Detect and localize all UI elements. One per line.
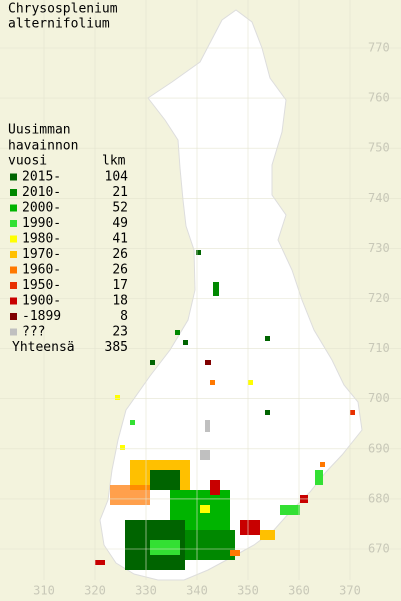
legend-label: 2015-	[22, 170, 61, 185]
legend-swatch	[10, 173, 17, 181]
finland-outline	[99, 9, 363, 581]
legend-count: 41	[112, 232, 128, 247]
y-coord-label: 760	[368, 91, 390, 105]
legend-label: 1950-	[22, 278, 61, 293]
legend-swatch	[10, 204, 17, 212]
y-coord-label: 720	[368, 291, 390, 305]
x-coord-label: 340	[186, 584, 208, 598]
x-coord-label: 360	[288, 584, 310, 598]
legend-count: 23	[112, 325, 128, 340]
y-coord-label: 690	[368, 441, 390, 455]
legend-count: 21	[112, 185, 128, 200]
x-coord-label: 320	[84, 584, 106, 598]
legend-label: ???	[22, 325, 45, 340]
legend-swatch	[10, 266, 17, 274]
legend-swatch	[10, 189, 17, 196]
legend-label: 1960-	[22, 263, 61, 278]
legend-count: 104	[105, 170, 129, 185]
y-coord-label: 700	[368, 391, 390, 405]
legend-swatch	[10, 235, 17, 243]
title-line: Chrysosplenium	[8, 2, 118, 17]
legend-header: Uusimman	[8, 123, 71, 138]
legend-col-year: vuosi	[8, 154, 47, 169]
legend-swatch	[10, 328, 17, 336]
y-coord-label: 730	[368, 241, 390, 255]
legend-swatch	[10, 282, 17, 289]
legend-count: 17	[112, 278, 128, 293]
y-coord-label: 770	[368, 41, 390, 55]
legend-count: 26	[112, 263, 128, 278]
x-coord-label: 370	[339, 584, 361, 598]
x-coord-label: 330	[135, 584, 157, 598]
legend-swatch	[10, 251, 17, 258]
x-coord-label: 310	[33, 584, 55, 598]
legend-total-label: Yhteensä	[12, 340, 75, 355]
legend-label: 2000-	[22, 201, 61, 216]
y-coord-label: 710	[368, 341, 390, 355]
legend-count: 52	[112, 201, 128, 216]
legend-total: 385	[105, 340, 128, 355]
legend-label: 1970-	[22, 247, 61, 262]
legend-count: 26	[112, 247, 128, 262]
legend-header: havainnon	[8, 139, 78, 154]
legend-label: 1980-	[22, 232, 61, 247]
legend-swatch	[10, 297, 17, 305]
legend-label: 1990-	[22, 216, 61, 231]
legend-label: 2010-	[22, 185, 61, 200]
legend-col-count: lkm	[102, 154, 126, 169]
legend-count: 18	[112, 294, 128, 309]
legend-count: 49	[112, 216, 128, 231]
y-coord-label: 750	[368, 141, 390, 155]
y-coord-label: 680	[368, 491, 390, 505]
legend-swatch	[10, 220, 17, 227]
y-coord-label: 740	[368, 191, 390, 205]
legend-swatch	[10, 313, 17, 320]
legend-count: 8	[120, 309, 128, 324]
y-coord-label: 670	[368, 542, 390, 556]
legend-label: -1899	[22, 309, 61, 324]
title-line: alternifolium	[8, 17, 110, 32]
x-coord-label: 350	[237, 584, 259, 598]
observation-squares	[95, 250, 355, 570]
legend-label: 1900-	[22, 294, 61, 309]
